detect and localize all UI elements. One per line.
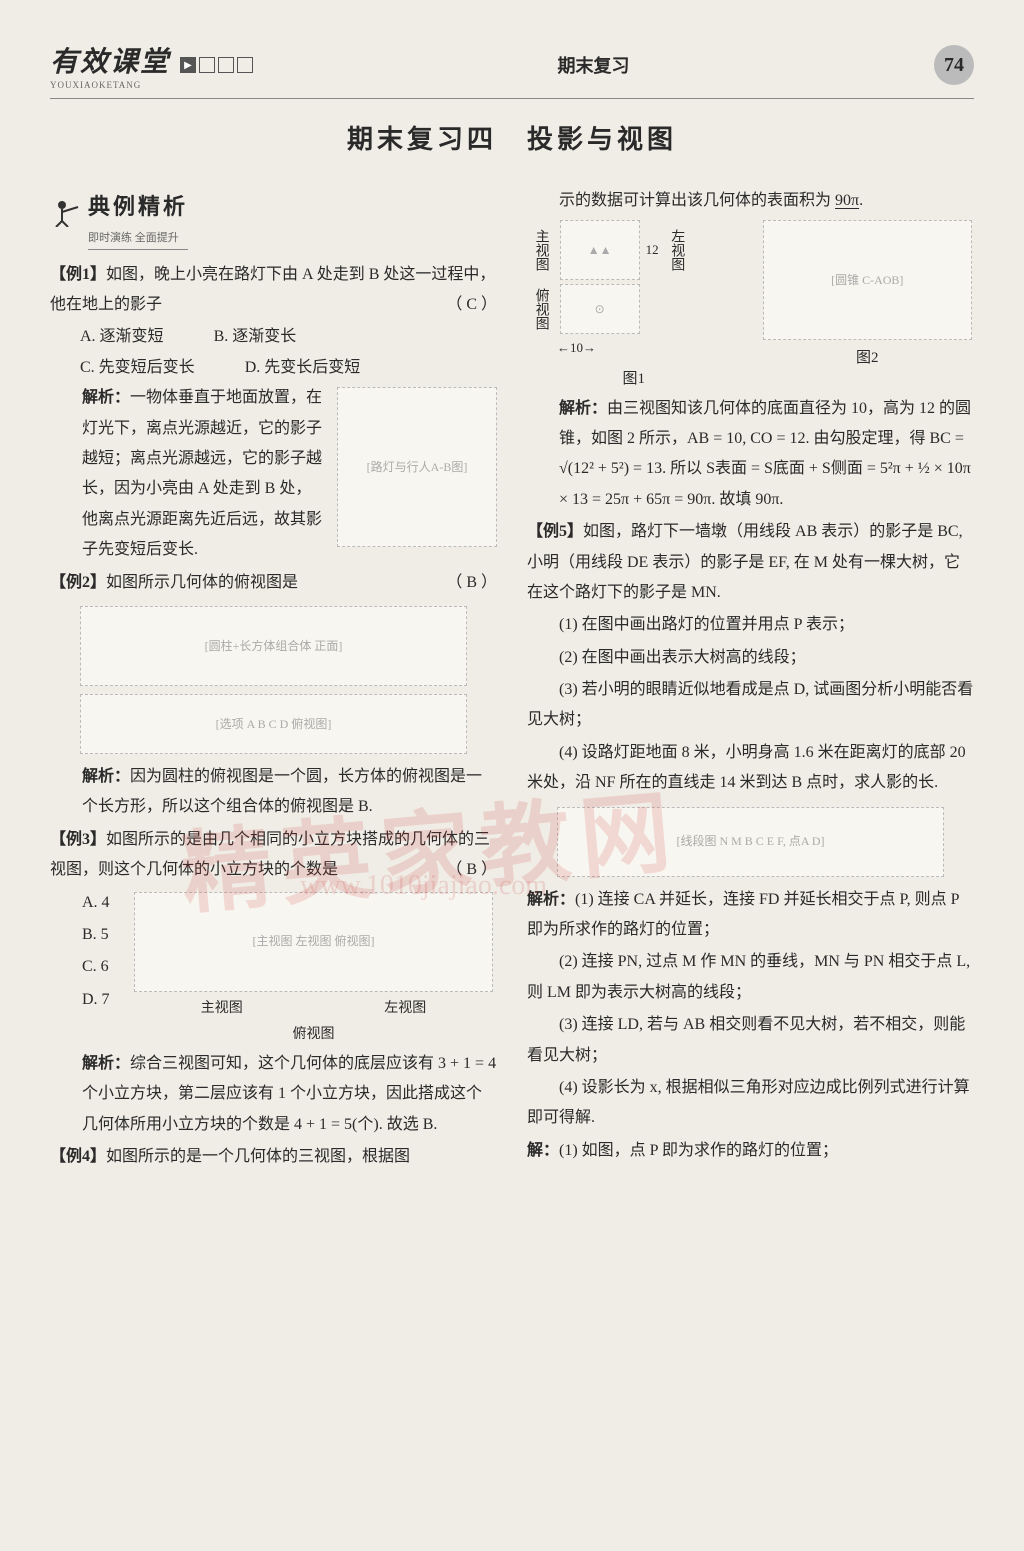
ex1-stem: 【例1】如图，晚上小亮在路灯下由 A 处走到 B 处这一过程中，他在地上的影子 … <box>50 260 497 321</box>
ex5-q2: (2) 在图中画出表示大树高的线段； <box>527 643 974 673</box>
ex4-answer: 90π <box>835 192 859 209</box>
ex5-a2: (2) 连接 PN, 过点 M 作 MN 的垂线，MN 与 PN 相交于点 L,… <box>527 947 974 1008</box>
fig1-label: 图1 <box>527 365 741 394</box>
ex2-answer: （ B ） <box>446 568 497 598</box>
ex4-stem: 【例4】如图所示的是一个几何体的三视图，根据图 <box>50 1142 497 1172</box>
ex1-optC: C. 先变短后变长 <box>80 353 195 383</box>
ex4-analysis: 解析：由三视图知该几何体的底面直径为 10，高为 12 的圆锥，如图 2 所示，… <box>527 394 974 516</box>
ex5-figure: [线段图 N M B C E F, 点A D] <box>557 807 944 877</box>
ex5-analysis: 解析：(1) 连接 CA 并延长，连接 FD 并延长相交于点 P, 则点 P 即… <box>527 885 974 946</box>
ex2-figure: [圆柱+长方体组合体 正面] <box>80 606 467 686</box>
ex4-dim-h: 12 <box>646 238 659 263</box>
ex3-view2: 左视图 <box>384 996 426 1023</box>
page-header: 有效课堂 YOUXIAOKETANG ▶ 期末复习 74 <box>50 40 974 99</box>
ex3-view1: 主视图 <box>201 996 243 1023</box>
ex1-figure: [路灯与行人A-B图] <box>337 387 497 547</box>
ex5-a4: (4) 设影长为 x, 根据相似三角形对应边成比例列式进行计算即可得解. <box>527 1073 974 1134</box>
ex4-fig2: [圆锥 C-AOB] <box>763 220 973 340</box>
ex3-optB: B. 5 <box>82 920 130 950</box>
ex4-view-top: 俯视图 <box>527 288 554 330</box>
ex1-answer: （ C ） <box>446 290 497 320</box>
brand-pinyin: YOUXIAOKETANG <box>50 80 170 90</box>
ex3-view3: 俯视图 <box>130 1022 497 1049</box>
ex2-analysis: 解析：因为圆柱的俯视图是一个圆，长方体的俯视图是一个长方形，所以这个组合体的俯视… <box>50 762 497 823</box>
ex1-optB: B. 逐渐变长 <box>214 322 297 352</box>
ex5-q4: (4) 设路灯距地面 8 米，小明身高 1.6 米在距离灯的底部 20 米处，沿… <box>527 738 974 799</box>
ex5-solution: 解：(1) 如图，点 P 即为求作的路灯的位置； <box>527 1136 974 1166</box>
ex3-optA: A. 4 <box>82 888 130 918</box>
section-title: 典例精析 <box>88 186 188 228</box>
ex1-analysis: 解析：一物体垂直于地面放置，在灯光下，离点光源越近，它的影子越短；离点光源越远，… <box>50 383 327 565</box>
ex4-cont-stem: 示的数据可计算出该几何体的表面积为 90π. <box>527 186 974 216</box>
right-column: 示的数据可计算出该几何体的表面积为 90π. 主视图 ▲▲ 12 左视图 俯视图… <box>527 186 974 1174</box>
ex3-answer: （ B ） <box>446 855 497 885</box>
fencing-icon <box>50 197 80 238</box>
progress-boxes: ▶ <box>180 57 253 73</box>
ex5-q3: (3) 若小明的眼睛近似地看成是点 D, 试画图分析小明能否看见大树； <box>527 675 974 736</box>
ex5-q1: (1) 在图中画出路灯的位置并用点 P 表示； <box>527 610 974 640</box>
section-header: 典例精析 即时演练 全面提升 <box>50 186 497 250</box>
left-column: 典例精析 即时演练 全面提升 【例1】如图，晚上小亮在路灯下由 A 处走到 B … <box>50 186 497 1174</box>
ex4-view-front: 主视图 <box>527 229 554 271</box>
page-number: 74 <box>934 45 974 85</box>
section-subtitle: 即时演练 全面提升 <box>88 228 188 250</box>
ex3-figure: [主视图 左视图 俯视图] <box>134 892 493 992</box>
ex3-stem: 【例3】如图所示的是由几个相同的小立方块搭成的几何体的三视图，则这个几何体的小立… <box>50 825 497 886</box>
ex1-optD: D. 先变长后变短 <box>245 353 361 383</box>
ex5-a3: (3) 连接 LD, 若与 AB 相交则看不见大树，若不相交，则能看见大树； <box>527 1010 974 1071</box>
ex3-analysis: 解析：综合三视图可知，这个几何体的底层应该有 3 + 1 = 4 个小立方块，第… <box>50 1049 497 1140</box>
fig2-label: 图2 <box>761 344 975 373</box>
ex3-optC: C. 6 <box>82 952 130 982</box>
header-section: 期末复习 <box>558 52 630 78</box>
ex4-view-left: 左视图 <box>663 229 690 271</box>
ex1-optA: A. 逐渐变短 <box>80 322 164 352</box>
ex2-stem: 【例2】如图所示几何体的俯视图是 （ B ） <box>50 568 497 598</box>
ex5-stem: 【例5】如图，路灯下一墙墩（用线段 AB 表示）的影子是 BC, 小明（用线段 … <box>527 517 974 608</box>
ex3-optD: D. 7 <box>82 985 130 1015</box>
page-title: 期末复习四 投影与视图 <box>50 119 974 156</box>
ex4-dim-w: 10 <box>570 340 583 355</box>
ex2-options-figure: [选项 A B C D 俯视图] <box>80 694 467 754</box>
brand-title: 有效课堂 <box>50 40 170 80</box>
